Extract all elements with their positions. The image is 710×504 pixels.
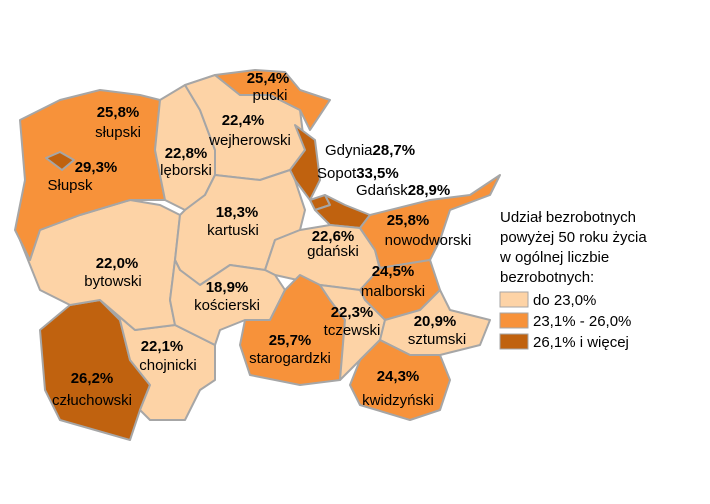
- region-name: Sopot: [317, 165, 357, 182]
- value-label: 25,4%: [247, 70, 290, 87]
- legend-label: do 23,0%: [533, 292, 596, 309]
- region-name: tczewski: [324, 322, 381, 339]
- value-label: 22,8%: [165, 145, 208, 162]
- region-name: wejherowski: [208, 132, 291, 149]
- region-name: człuchowski: [52, 392, 132, 409]
- region-name: kartuski: [207, 222, 259, 239]
- value-label: 22,3%: [331, 304, 374, 321]
- region-name: bytowski: [84, 273, 142, 290]
- value-label: 22,4%: [222, 112, 265, 129]
- region-name: Słupsk: [47, 177, 93, 194]
- value-label: 20,9%: [414, 313, 457, 330]
- value-label: 25,8%: [97, 104, 140, 121]
- region-label: Gdańsk28,9%: [356, 182, 450, 199]
- legend-title: powyżej 50 roku życia: [500, 229, 647, 246]
- region: [239, 274, 346, 386]
- region-label: Sopot33,5%: [317, 165, 399, 182]
- labels: 26,2% człuchowski 22,1% chojnicki 22,0%bytow…: [47, 70, 471, 409]
- region-name: pucki: [252, 87, 287, 104]
- legend-title: Udział bezrobotnych: [500, 209, 636, 226]
- value-label: 22,6%: [312, 228, 355, 245]
- region-label: Gdynia28,7%: [325, 142, 415, 159]
- value-label: 24,5%: [372, 263, 415, 280]
- legend-swatch: [499, 333, 529, 350]
- value-label: 25,7%: [269, 332, 312, 349]
- legend-label: 26,1% i więcej: [533, 334, 629, 351]
- value-label: 28,9%: [408, 182, 451, 199]
- legend-swatch: [499, 291, 529, 308]
- region-name: Gdańsk: [356, 182, 408, 199]
- legend: Udział bezrobotnych powyżej 50 roku życia…: [499, 209, 647, 351]
- value-label: 29,3%: [75, 159, 118, 176]
- value-label: 22,0%: [96, 255, 139, 272]
- value-label: 18,3%: [216, 204, 259, 221]
- value-label: 33,5%: [356, 165, 399, 182]
- legend-title: w ogólnej liczbie: [499, 249, 609, 266]
- value-label: 26,2%: [71, 370, 114, 387]
- region-name: gdański: [307, 243, 359, 260]
- region: [214, 69, 331, 131]
- region-name: malborski: [361, 283, 425, 300]
- region-name: Gdynia: [325, 142, 373, 159]
- region-name: starogardzki: [249, 350, 331, 367]
- region-name: chojnicki: [139, 357, 197, 374]
- region: [14, 89, 166, 261]
- value-label: 25,8%: [387, 212, 430, 229]
- legend-title: bezrobotnych:: [500, 269, 594, 286]
- value-label: 18,9%: [206, 279, 249, 296]
- region: [359, 174, 501, 269]
- region: [349, 339, 451, 421]
- region-name: słupski: [95, 124, 141, 141]
- value-label: 24,3%: [377, 368, 420, 385]
- region: [289, 124, 321, 201]
- legend-swatch: [499, 312, 529, 329]
- region-name: kwidzyński: [362, 392, 434, 409]
- legend-label: 23,1% - 26,0%: [533, 313, 631, 330]
- value-label: 28,7%: [373, 142, 416, 159]
- value-label: 22,1%: [141, 338, 184, 355]
- region-name: lęborski: [160, 162, 212, 179]
- region-name: kościerski: [194, 297, 260, 314]
- regions: [14, 69, 501, 441]
- region-name: nowodworski: [385, 232, 472, 249]
- region: [45, 151, 75, 171]
- region-name: sztumski: [408, 331, 466, 348]
